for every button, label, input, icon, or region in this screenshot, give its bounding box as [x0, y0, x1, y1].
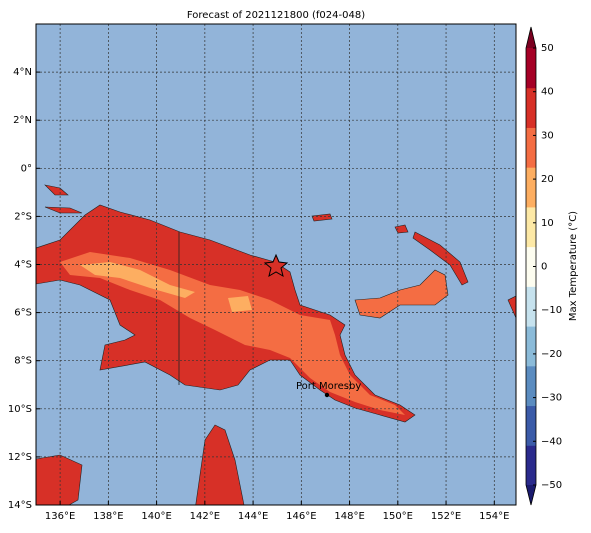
colorbar-under — [526, 485, 536, 505]
hot-zone — [228, 296, 252, 312]
colorbar-tick-label: −10 — [541, 305, 562, 316]
colorbar-label: Max Temperature (°C) — [568, 211, 579, 321]
y-tick-label: 12°S — [8, 452, 32, 463]
x-tick-label: 136°E — [45, 511, 75, 522]
city-label: Port Moresby — [296, 381, 361, 392]
x-tick-label: 142°E — [190, 511, 220, 522]
island — [394, 224, 409, 234]
y-tick-label: 4°N — [13, 67, 32, 78]
y-tick-label: 0° — [21, 163, 32, 174]
x-tick-label: 146°E — [286, 511, 316, 522]
colorbar-band — [526, 48, 536, 89]
colorbar-tick-label: 0 — [541, 262, 547, 273]
star-marker — [263, 253, 289, 278]
island-south — [36, 454, 83, 505]
x-tick-label: 138°E — [93, 511, 123, 522]
colorbar-tick-label: 40 — [541, 87, 554, 98]
colorbar-band — [526, 286, 536, 327]
new-ireland — [412, 231, 469, 286]
x-tick-label: 140°E — [141, 511, 171, 522]
new-britain — [354, 269, 449, 319]
x-tick-label: 148°E — [334, 511, 364, 522]
colorbar: −50 −40 −30 −20 −10 0 10 20 30 40 50 — [525, 26, 562, 506]
colorbar-tick-label: −40 — [541, 436, 562, 447]
colorbar-tick-label: 50 — [541, 43, 554, 54]
y-tick-label: 2°S — [14, 211, 32, 222]
y-tick-label: 2°N — [13, 115, 32, 126]
y-tick-label: 14°S — [8, 500, 32, 511]
colorbar-band — [526, 365, 536, 407]
colorbar-over — [526, 27, 536, 48]
colorbar-band — [526, 87, 536, 128]
colorbar-tick-label: −50 — [541, 480, 562, 491]
manus — [311, 213, 333, 222]
x-tick-label: 144°E — [238, 511, 268, 522]
colorbar-band — [526, 445, 536, 486]
colorbar-band — [526, 206, 536, 248]
x-tick-label: 152°E — [431, 511, 461, 522]
y-tick-label: 4°S — [14, 260, 32, 271]
colorbar-tick-label: −30 — [541, 393, 562, 404]
colorbar-tick-label: −20 — [541, 349, 562, 360]
x-tick-label: 150°E — [383, 511, 413, 522]
city-dot — [324, 392, 330, 398]
colorbar-tick-label: 20 — [541, 174, 554, 185]
colorbar-band — [526, 246, 536, 287]
hot-zone — [80, 262, 195, 298]
grid — [36, 24, 516, 506]
colorbar-band — [526, 405, 536, 446]
island — [44, 206, 83, 214]
colorbar-band — [526, 326, 536, 367]
colorbar-band — [526, 127, 536, 168]
y-tick-label: 8°S — [14, 356, 32, 367]
colorbar-tick-label: 30 — [541, 130, 554, 141]
island — [44, 184, 69, 196]
colorbar-band — [526, 167, 536, 208]
y-tick-label: 10°S — [8, 404, 32, 415]
y-tick-label: 6°S — [14, 308, 32, 319]
title: Forecast of 2021121800 (f024-048) — [187, 10, 365, 21]
colorbar-tick-label: 10 — [541, 218, 554, 229]
x-tick-label: 154°E — [479, 511, 509, 522]
warm-zone — [60, 252, 405, 415]
